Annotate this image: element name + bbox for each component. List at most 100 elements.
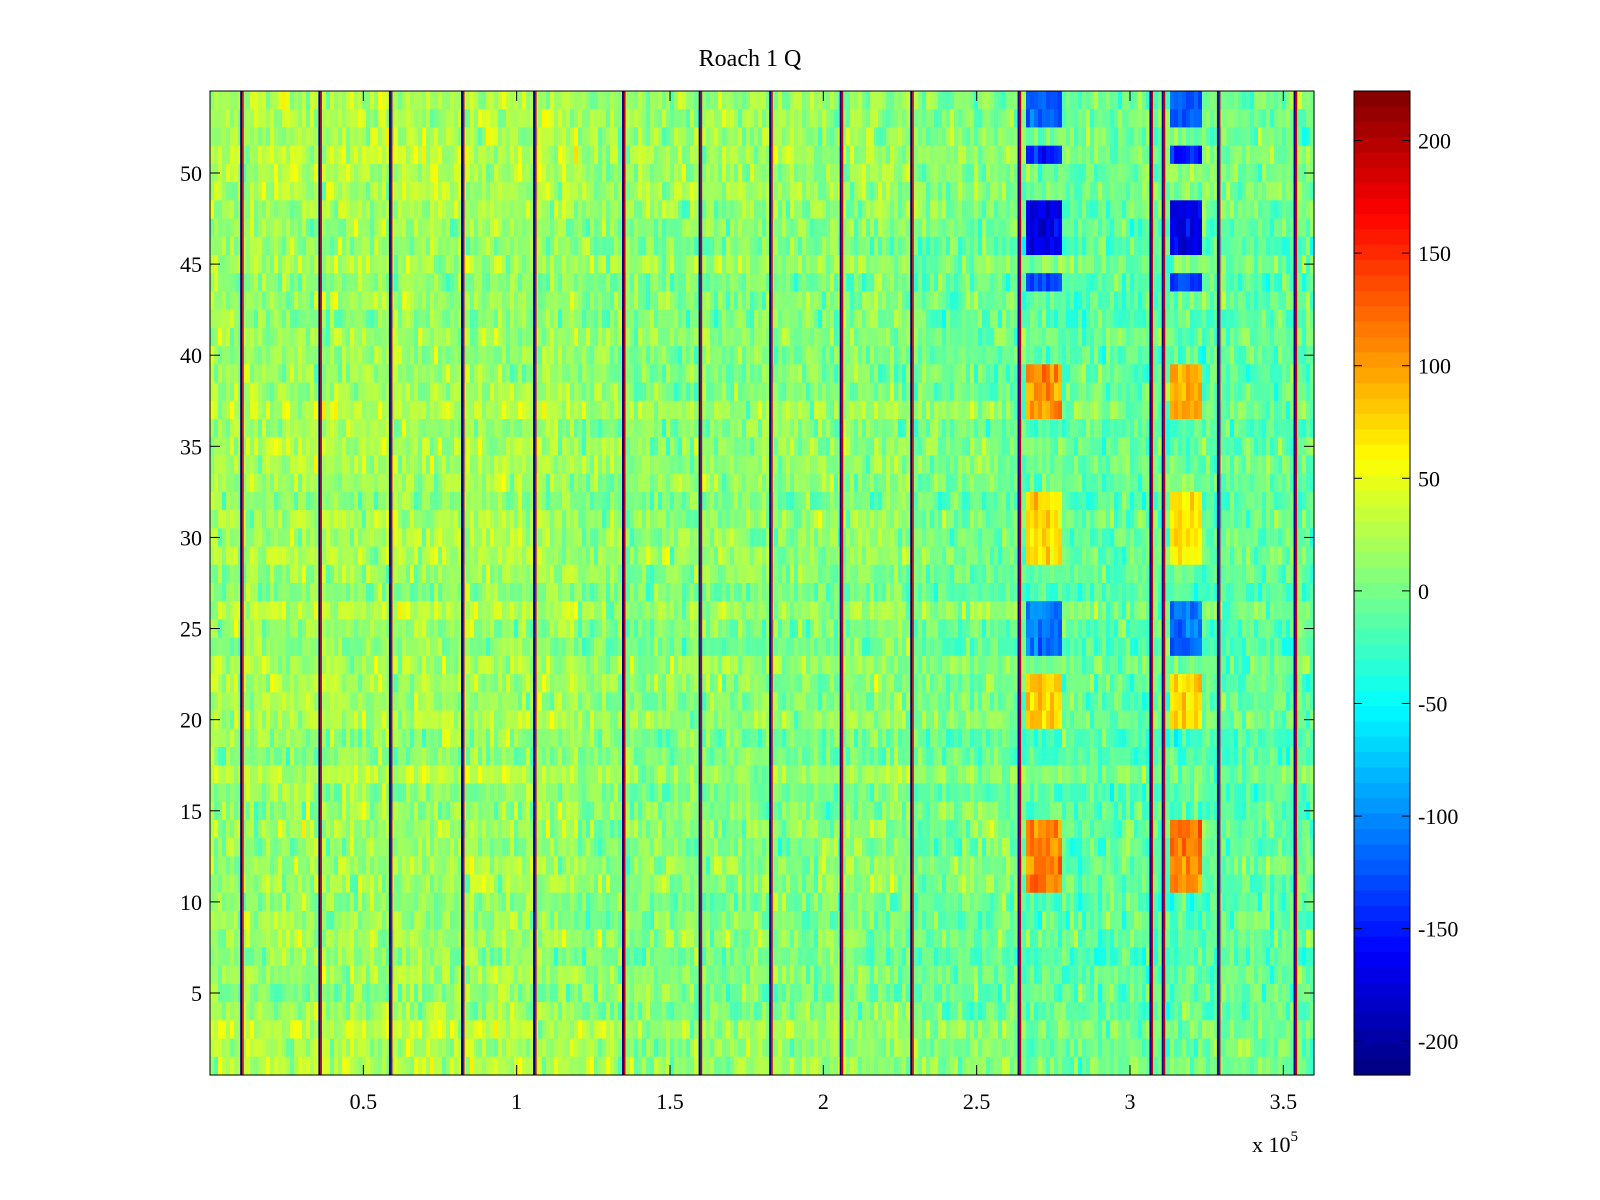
heatmap-cell (842, 273, 847, 293)
heatmap-cell (846, 364, 851, 384)
heatmap-cell (1270, 127, 1275, 147)
heatmap-cell (282, 182, 287, 201)
heatmap-cell (546, 218, 551, 238)
heatmap-cell (1254, 200, 1259, 220)
heatmap-cell (994, 236, 999, 256)
heatmap-cell (266, 309, 271, 329)
heatmap-cell (1102, 91, 1107, 110)
heatmap-cell (1206, 291, 1211, 311)
heatmap-cell (1182, 218, 1187, 238)
heatmap-cell (1106, 91, 1111, 110)
heatmap-cell (1154, 236, 1159, 256)
heatmap-cell (418, 91, 423, 110)
heatmap-cell (1210, 91, 1215, 110)
heatmap-cell (1214, 364, 1219, 384)
heatmap-cell (630, 109, 635, 129)
heatmap-cell (526, 182, 531, 201)
heatmap-cell (894, 346, 899, 365)
heatmap-cell (1302, 400, 1307, 420)
heatmap-cell (258, 364, 263, 384)
heatmap-cell (430, 109, 435, 129)
heatmap-cell (1078, 327, 1083, 347)
heatmap-cell (1066, 255, 1071, 274)
heatmap-cell (302, 182, 307, 201)
heatmap-cell (666, 309, 671, 329)
heatmap-cell (250, 200, 255, 220)
heatmap-cell (1138, 273, 1143, 293)
heatmap-cell (1198, 255, 1203, 274)
heatmap-cell (542, 255, 547, 274)
heatmap-cell (670, 145, 675, 165)
heatmap-cell (914, 382, 919, 402)
heatmap-cell (1046, 255, 1051, 274)
heatmap-cell (1282, 236, 1287, 256)
heatmap-cell (470, 291, 475, 311)
heatmap-cell (794, 309, 799, 329)
heatmap-cell (778, 255, 783, 274)
heatmap-cell (1086, 145, 1091, 165)
heatmap-cell (1030, 291, 1035, 311)
heatmap-cell (742, 109, 747, 129)
heatmap-cell (1250, 273, 1255, 293)
heatmap-cell (554, 382, 559, 402)
heatmap-cell (1270, 109, 1275, 129)
heatmap-cell (598, 200, 603, 220)
heatmap-cell (578, 200, 583, 220)
heatmap-cell (530, 273, 535, 293)
heatmap-cell (562, 236, 567, 256)
heatmap-cell (350, 327, 355, 347)
heatmap-cell (894, 163, 899, 183)
heatmap-cell (1186, 163, 1191, 183)
heatmap-cell (934, 91, 939, 110)
heatmap-cell (1114, 218, 1119, 238)
heatmap-cell (1046, 236, 1051, 256)
heatmap-cell (418, 163, 423, 183)
heatmap-cell (998, 382, 1003, 402)
heatmap-cell (1210, 255, 1215, 274)
heatmap-cell (658, 382, 663, 402)
heatmap-cell (638, 145, 643, 165)
heatmap-cell (358, 145, 363, 165)
heatmap-cell (286, 91, 291, 110)
heatmap-cell (578, 218, 583, 238)
heatmap-cell (306, 255, 311, 274)
heatmap-cell (378, 400, 383, 420)
heatmap-cell (934, 163, 939, 183)
heatmap-cell (990, 346, 995, 365)
heatmap-cell (914, 400, 919, 420)
heatmap-cell (642, 346, 647, 365)
heatmap-cell (398, 182, 403, 201)
heatmap-cell (450, 400, 455, 420)
heatmap-cell (842, 236, 847, 256)
heatmap-cell (594, 182, 599, 201)
heatmap-cell (294, 346, 299, 365)
heatmap-cell (654, 255, 659, 274)
heatmap-cell (378, 346, 383, 365)
heatmap-cell (422, 400, 427, 420)
heatmap-cell (702, 109, 707, 129)
heatmap-cell (722, 200, 727, 220)
heatmap-cell (1034, 327, 1039, 347)
heatmap-cell (1006, 382, 1011, 402)
heatmap-cell (882, 163, 887, 183)
heatmap-cell (402, 127, 407, 147)
heatmap-cell (1134, 273, 1139, 293)
heatmap-cell (530, 218, 535, 238)
heatmap-cell (1174, 200, 1179, 220)
heatmap-cell (402, 236, 407, 256)
heatmap-cell (410, 346, 415, 365)
heatmap-cell (966, 364, 971, 384)
heatmap-cell (334, 309, 339, 329)
heatmap-cell (794, 255, 799, 274)
heatmap-cell (1250, 364, 1255, 384)
heatmap-cell (1146, 145, 1151, 165)
heatmap-cell (450, 291, 455, 311)
heatmap-cell (850, 400, 855, 420)
heatmap-cell (1046, 127, 1051, 147)
heatmap-cell (362, 163, 367, 183)
heatmap-cell (1130, 273, 1135, 293)
heatmap-cell (870, 382, 875, 402)
heatmap-cell (1182, 255, 1187, 274)
heatmap-cell (1258, 109, 1263, 129)
heatmap-cell (566, 145, 571, 165)
